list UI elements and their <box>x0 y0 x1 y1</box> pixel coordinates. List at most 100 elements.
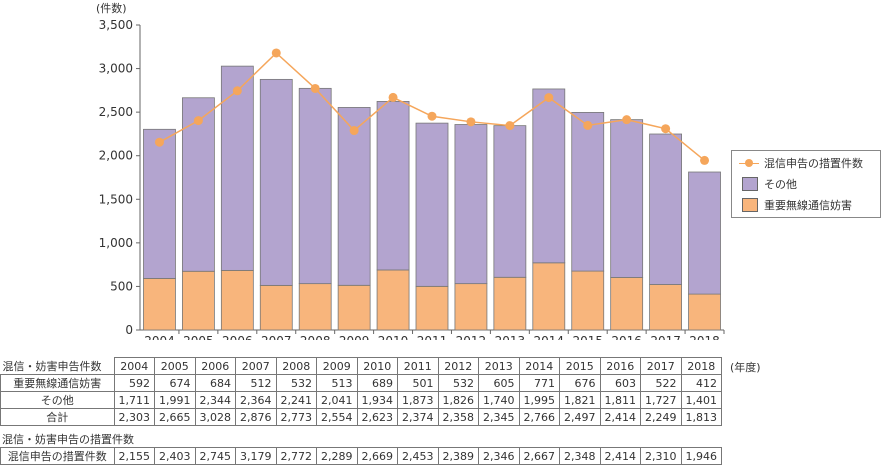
year-header: 2004 <box>113 357 155 375</box>
table-cell: 2,241 <box>275 391 317 409</box>
table-cell: 2,669 <box>356 447 398 465</box>
table-cell: 3,179 <box>235 447 277 465</box>
point-measures-2015 <box>583 120 593 130</box>
x-tick-label: 2015 <box>572 334 603 340</box>
chart-legend: 混信申告の措置件数 その他 重要無線通信妨害 <box>731 150 881 218</box>
table-row: 重要無線通信妨害 592 674 684 512 532 513 689 501 532 605 77… <box>0 374 722 392</box>
bar-other-2018 <box>688 171 721 295</box>
table-cell: 2,345 <box>478 408 520 426</box>
chart-area: (件数) 0 500 1,000 1,500 2,000 2,500 3,000 3,500 20… <box>96 2 725 340</box>
table-cell: 1,813 <box>680 408 722 426</box>
point-measures-2012 <box>466 117 476 127</box>
table-cell: 532 <box>275 374 317 392</box>
bar-other-2006 <box>220 65 254 271</box>
point-measures-2005 <box>193 116 203 126</box>
table-cell: 676 <box>559 374 601 392</box>
table-cell: 3,028 <box>194 408 236 426</box>
table-cell: 684 <box>194 374 236 392</box>
table-cell: 2,155 <box>113 447 155 465</box>
table-cell: 1,991 <box>154 391 196 409</box>
legend-box-swatch <box>742 177 758 191</box>
bar-other-2016 <box>610 119 644 278</box>
data-table-reports: 混信・妨害申告件数 2004 2005 2006 2007 2008 2009 2010 20… <box>0 357 722 426</box>
table-row: その他 1,711 1,991 2,344 2,364 2,241 2,041 1,934 1,… <box>0 391 722 409</box>
y-tick-label: 500 <box>110 279 133 293</box>
bar-important-2015 <box>571 270 605 331</box>
bar-important-2010 <box>376 269 410 331</box>
bar-other-2009 <box>337 107 371 286</box>
bar-important-2006 <box>220 269 254 331</box>
y-tick-label: 0 <box>125 323 133 337</box>
x-tick-label: 2010 <box>378 334 409 340</box>
year-header: 2012 <box>437 357 479 375</box>
table-cell: 1,727 <box>640 391 682 409</box>
table-cell: 2,766 <box>518 408 560 426</box>
year-header: 2006 <box>194 357 236 375</box>
x-tick-label: 2007 <box>261 334 292 340</box>
x-tick-label: 2014 <box>534 334 565 340</box>
year-header: 2015 <box>559 357 601 375</box>
point-measures-2004 <box>154 137 164 147</box>
table-cell: 2,389 <box>437 447 479 465</box>
year-header: 2013 <box>478 357 520 375</box>
table-cell: 2,364 <box>235 391 277 409</box>
point-measures-2017 <box>661 124 671 134</box>
bar-important-2017 <box>649 284 682 331</box>
table-cell: 2,876 <box>235 408 277 426</box>
table-row: 混信申告の措置件数 2,155 2,403 2,745 3,179 2,772 2,289 2… <box>0 447 722 465</box>
table-cell: 2,772 <box>275 447 317 465</box>
table-cell: 2,346 <box>478 447 520 465</box>
bar-important-2018 <box>688 293 721 331</box>
table-cell: 1,821 <box>559 391 601 409</box>
legend-dot-swatch <box>745 159 753 167</box>
point-measures-2006 <box>232 86 242 96</box>
x-tick-label: 2012 <box>456 334 487 340</box>
table-cell: 2,414 <box>599 447 641 465</box>
table-cell: 2,773 <box>275 408 317 426</box>
table-cell: 2,348 <box>559 447 601 465</box>
year-header: 2008 <box>275 357 317 375</box>
year-header: 2018 <box>680 357 722 375</box>
table-cell: 2,667 <box>518 447 560 465</box>
table-cell: 512 <box>235 374 277 392</box>
year-header: 2005 <box>154 357 196 375</box>
point-measures-2010 <box>388 92 398 102</box>
table-row: 合計 2,303 2,665 3,028 2,876 2,773 2,554 2,623 2,3… <box>0 408 722 426</box>
table-cell: 1,873 <box>397 391 439 409</box>
y-tick-label: 2,000 <box>99 149 133 163</box>
point-measures-2013 <box>505 121 515 131</box>
table-cell: 2,310 <box>640 447 682 465</box>
bar-other-2008 <box>298 87 332 285</box>
legend-label: 混信申告の措置件数 <box>764 157 863 170</box>
bar-important-2004 <box>143 278 176 331</box>
x-tick-label: 2011 <box>417 334 448 340</box>
y-tick-label: 1,000 <box>99 236 133 250</box>
legend-label: 重要無線通信妨害 <box>764 199 852 212</box>
table-caption: 混信・妨害申告件数 <box>2 359 102 373</box>
year-header: 2016 <box>599 357 641 375</box>
bar-other-2007 <box>259 78 293 286</box>
bar-important-2012 <box>454 283 488 331</box>
table-cell: 412 <box>680 374 722 392</box>
table-cell: 2,041 <box>316 391 358 409</box>
year-header: 2007 <box>235 357 277 375</box>
table-header-row: 混信・妨害申告件数 2004 2005 2006 2007 2008 2009 2010 20… <box>1 357 722 375</box>
table-cell: 2,665 <box>154 408 196 426</box>
year-header: 2014 <box>518 357 560 375</box>
table-cell: 513 <box>316 374 358 392</box>
table-cell: 603 <box>599 374 641 392</box>
point-measures-2007 <box>271 48 281 58</box>
row-label: 重要無線通信妨害 <box>0 374 115 392</box>
x-tick-label: 2013 <box>495 334 526 340</box>
legend-label: その他 <box>764 178 797 191</box>
bar-other-2014 <box>532 88 566 264</box>
y-tick-label: 3,500 <box>99 18 133 32</box>
point-measures-2008 <box>310 83 320 93</box>
row-label: 混信申告の措置件数 <box>0 447 115 465</box>
table-cell: 532 <box>437 374 479 392</box>
table-cell: 592 <box>113 374 155 392</box>
point-measures-2014 <box>544 93 554 103</box>
bar-other-2017 <box>649 133 682 285</box>
y-unit-label: (件数) <box>96 2 127 15</box>
table-cell: 2,745 <box>194 447 236 465</box>
